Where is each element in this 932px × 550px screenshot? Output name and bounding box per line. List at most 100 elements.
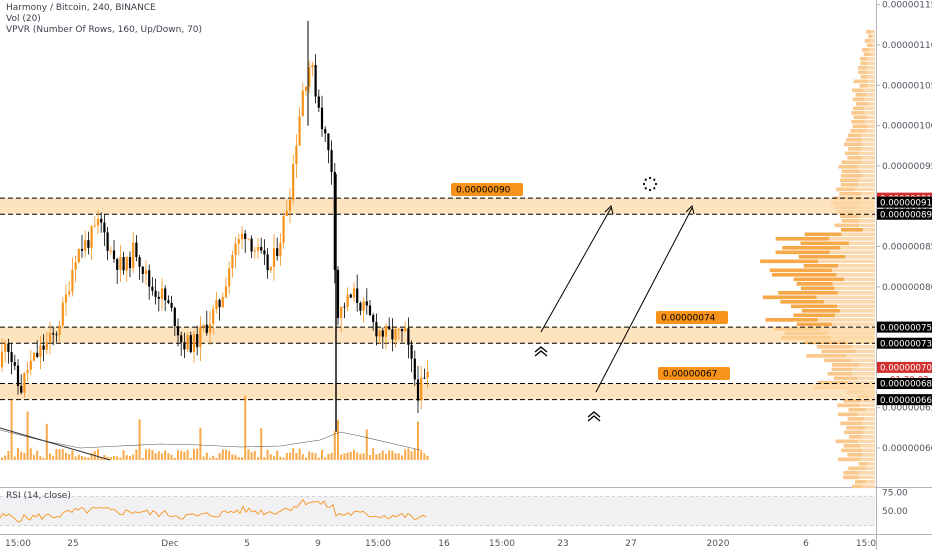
candle-body — [106, 232, 109, 251]
vpvr-legend[interactable]: VPVR (Number Of Rows, 160, Up/Down, 70) — [6, 25, 203, 35]
symbol-legend[interactable]: Harmony / Bitcoin, 240, BINANCE — [6, 3, 156, 13]
candle-body — [196, 334, 199, 348]
candle-body — [170, 302, 173, 308]
candle-body — [80, 248, 84, 251]
candle-body — [135, 242, 138, 258]
candle-body — [365, 301, 368, 306]
vpvr-bar-down — [868, 34, 875, 39]
price-tick-label: 0.00000080 — [882, 283, 932, 293]
price-tag-box — [877, 196, 932, 208]
volume-bar — [141, 457, 144, 460]
price-tick-label: 0.00000085 — [882, 243, 932, 253]
candle-body — [253, 250, 256, 252]
volume-bar — [263, 457, 266, 460]
candle-body — [320, 107, 324, 130]
vpvr-bar-up — [843, 399, 861, 403]
price-tick-label: 0.00000100 — [882, 122, 932, 132]
volume-bar — [4, 455, 7, 460]
volume-bar — [39, 456, 42, 460]
candle-body — [151, 286, 154, 291]
volume-bar — [52, 455, 55, 460]
price-tag[interactable]: 0.00000089 — [877, 208, 932, 221]
candle-body — [0, 351, 4, 368]
volume-bar — [61, 449, 64, 460]
candle-body — [378, 330, 381, 337]
vpvr-bar-up — [782, 246, 841, 250]
arrowhead-icon — [604, 205, 614, 215]
rsi-band — [0, 496, 875, 526]
volume-bar — [183, 451, 186, 460]
price-tag[interactable]: 0.00000075 — [877, 321, 932, 334]
candle-body — [189, 335, 192, 353]
zone-band[interactable] — [0, 327, 875, 344]
vpvr-bar-up — [835, 439, 858, 444]
volume-bar — [167, 453, 170, 460]
vpvr-bar-up — [817, 381, 848, 385]
vpvr-bar-up — [800, 286, 835, 291]
candle-body — [64, 294, 68, 303]
volume-legend[interactable]: Vol (20) — [6, 14, 41, 24]
projection-arrow[interactable] — [540, 207, 612, 333]
candle-body — [71, 269, 74, 292]
candle-body — [391, 329, 394, 340]
volume-bar — [359, 453, 362, 460]
candle-body — [394, 329, 397, 340]
price-tag[interactable]: 0.00000091 — [877, 196, 932, 209]
trend-line[interactable] — [0, 427, 111, 461]
volume-bar — [29, 448, 32, 460]
vpvr-bar-up — [833, 376, 858, 381]
vpvr-bar-up — [858, 462, 868, 466]
candle-body — [138, 257, 141, 267]
price-tick-label: 0.00000115 — [882, 1, 932, 11]
zone-label[interactable]: 0.00000074 — [656, 311, 728, 324]
candle-body — [416, 379, 420, 401]
time-tick-label: 5 — [244, 539, 250, 549]
vpvr-bar-up — [848, 435, 862, 439]
vpvr-bar-up — [847, 417, 864, 421]
price-tag-box — [877, 378, 932, 390]
time-tick-label: 6 — [803, 539, 809, 549]
candle-body — [381, 330, 384, 337]
candle-body — [176, 326, 180, 336]
price-tag[interactable]: 0.00000066 — [877, 394, 932, 406]
volume-bar — [276, 450, 279, 460]
candle-body — [282, 216, 285, 243]
vpvr-bar-up — [796, 282, 833, 286]
vpvr-bar-up — [862, 48, 869, 52]
price-tag[interactable]: 0.00000068 — [877, 378, 932, 390]
rsi-legend[interactable]: RSI (14, close) — [6, 491, 71, 501]
volume-bar — [317, 457, 320, 460]
candle-body — [285, 210, 288, 217]
zone-band[interactable] — [0, 383, 875, 400]
volume-bar — [119, 457, 122, 460]
zone-label[interactable]: 0.00000090 — [451, 183, 523, 196]
zone-band[interactable] — [0, 198, 875, 215]
volume-bar — [10, 399, 13, 460]
zone-label[interactable]: 0.00000067 — [658, 367, 730, 380]
candle-body — [112, 250, 116, 260]
vpvr-bar-up — [839, 192, 861, 196]
candle-body — [304, 86, 308, 91]
projection-arrow[interactable] — [595, 207, 693, 393]
price-tag[interactable]: 0.00000073 — [877, 337, 932, 350]
volume-bar — [407, 448, 410, 460]
volume-bar — [209, 457, 211, 460]
price-tag-label: 0.00000089 — [880, 210, 932, 220]
vpvr-bar-up — [762, 295, 817, 300]
vpvr-bar-up — [793, 313, 835, 318]
volume-bar — [381, 450, 384, 460]
volume-bar — [289, 452, 291, 460]
price-tick-label: 0.00000065 — [882, 404, 932, 414]
volume-bar — [266, 449, 269, 460]
candle-body — [192, 334, 196, 353]
price-tag[interactable]: 0.00000070 — [877, 361, 932, 374]
candle-body — [77, 248, 80, 263]
candle-body — [119, 256, 122, 270]
candle-body — [132, 242, 135, 269]
volume-bar — [417, 421, 419, 460]
candle-body — [298, 116, 301, 146]
volume-bar — [388, 450, 391, 460]
time-tick-label: 16 — [438, 539, 450, 549]
volume-bar — [20, 451, 23, 460]
